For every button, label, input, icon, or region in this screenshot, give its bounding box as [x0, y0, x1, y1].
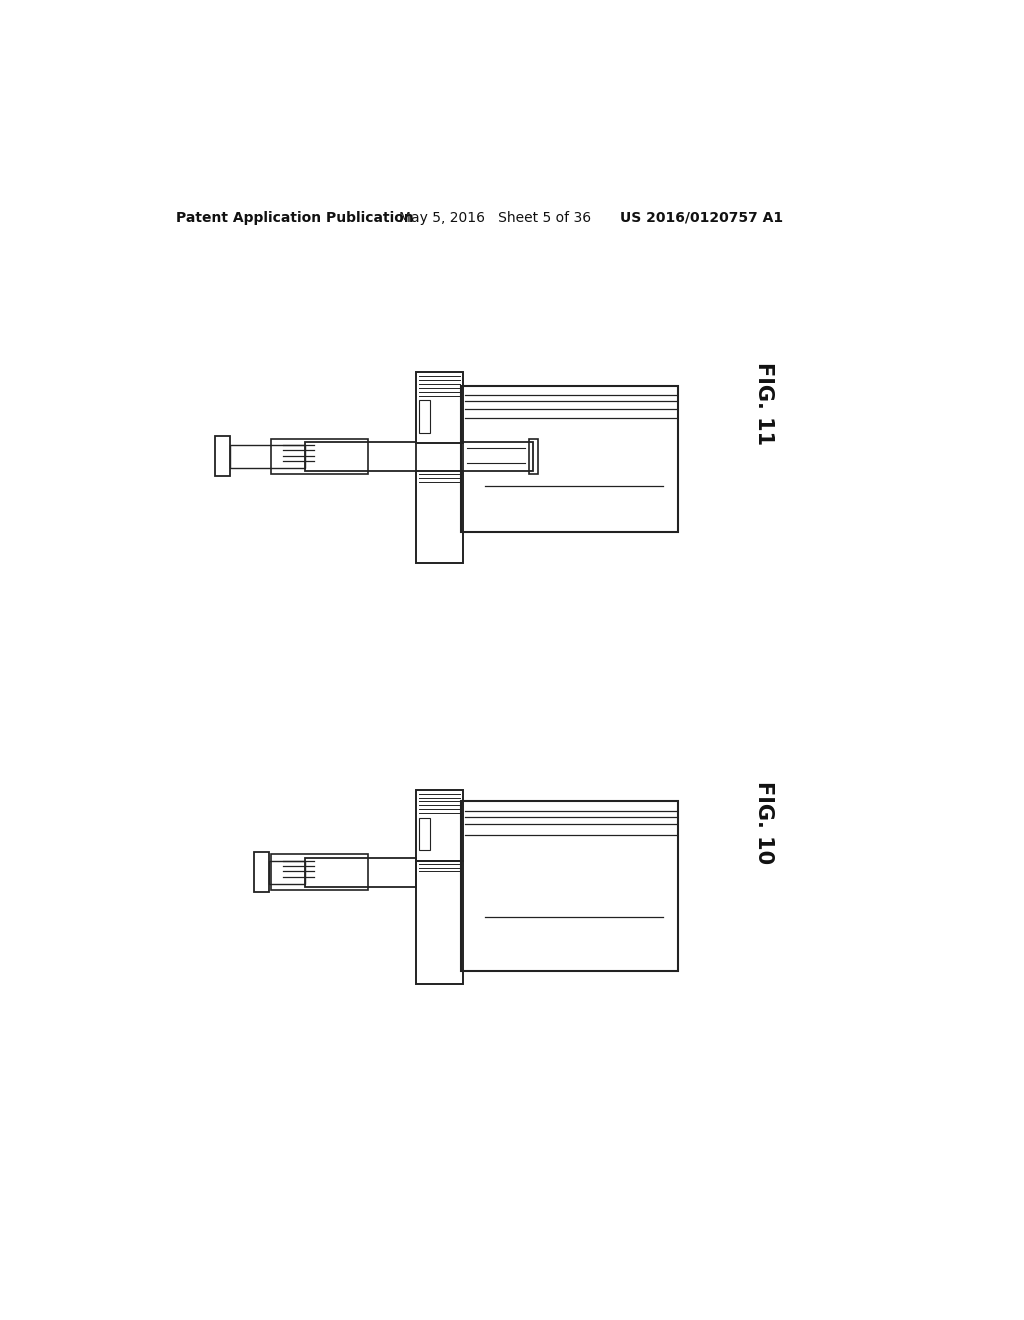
Bar [254, 853, 269, 892]
Bar [305, 442, 417, 471]
Bar [305, 858, 417, 887]
Bar [461, 801, 678, 970]
Bar [528, 438, 538, 474]
Text: FIG. 11: FIG. 11 [755, 362, 774, 445]
Bar [417, 789, 463, 861]
Bar [461, 385, 678, 532]
Text: US 2016/0120757 A1: US 2016/0120757 A1 [621, 211, 783, 224]
Text: FIG. 10: FIG. 10 [755, 780, 774, 863]
Bar [271, 438, 369, 474]
Bar [230, 445, 305, 469]
Bar [417, 372, 463, 444]
Bar [463, 442, 532, 471]
Bar [420, 400, 430, 433]
Bar [417, 471, 463, 564]
Text: Patent Application Publication: Patent Application Publication [176, 211, 414, 224]
Bar [269, 861, 305, 884]
Bar [271, 854, 369, 890]
Bar [215, 437, 230, 477]
Text: May 5, 2016   Sheet 5 of 36: May 5, 2016 Sheet 5 of 36 [399, 211, 592, 224]
Bar [417, 861, 463, 983]
Bar [420, 817, 430, 850]
